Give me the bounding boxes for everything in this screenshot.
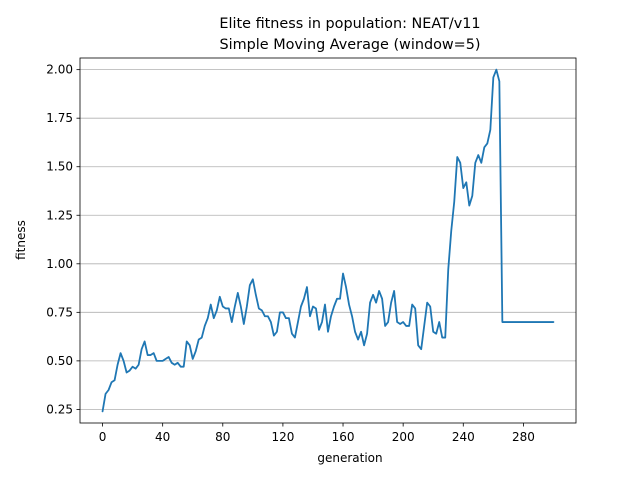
y-tick-label: 1.50 bbox=[46, 160, 73, 174]
y-tick-label: 1.25 bbox=[46, 208, 73, 222]
fitness-series-line bbox=[101, 68, 555, 413]
x-tick-label: 0 bbox=[99, 430, 107, 444]
x-tick-label: 120 bbox=[271, 430, 294, 444]
x-tick-label: 160 bbox=[332, 430, 355, 444]
x-axis-label: generation bbox=[317, 451, 382, 465]
plot-area-frame bbox=[79, 57, 577, 424]
y-tick-label: 0.50 bbox=[46, 354, 73, 368]
y-axis-ticks: 0.25 0.50 0.75 1.00 1.25 1.50 1.75 2.00 bbox=[46, 63, 80, 416]
x-tick-label: 40 bbox=[155, 430, 170, 444]
x-tick-label: 80 bbox=[215, 430, 230, 444]
y-tick-label: 1.75 bbox=[46, 111, 73, 125]
y-tick-label: 0.75 bbox=[46, 305, 73, 319]
x-tick-label: 200 bbox=[392, 430, 415, 444]
chart-subtitle: Simple Moving Average (window=5) bbox=[220, 37, 481, 53]
x-tick-label: 240 bbox=[452, 430, 475, 444]
y-axis-label: fitness bbox=[14, 220, 28, 260]
y-tick-label: 1.00 bbox=[46, 257, 73, 271]
chart-title: Elite fitness in population: NEAT/v11 bbox=[219, 16, 480, 32]
x-tick-label: 280 bbox=[512, 430, 535, 444]
y-tick-label: 2.00 bbox=[46, 63, 73, 77]
x-axis-ticks: 0 40 80 120 160 200 240 280 bbox=[99, 423, 535, 444]
y-tick-label: 0.25 bbox=[46, 402, 73, 416]
